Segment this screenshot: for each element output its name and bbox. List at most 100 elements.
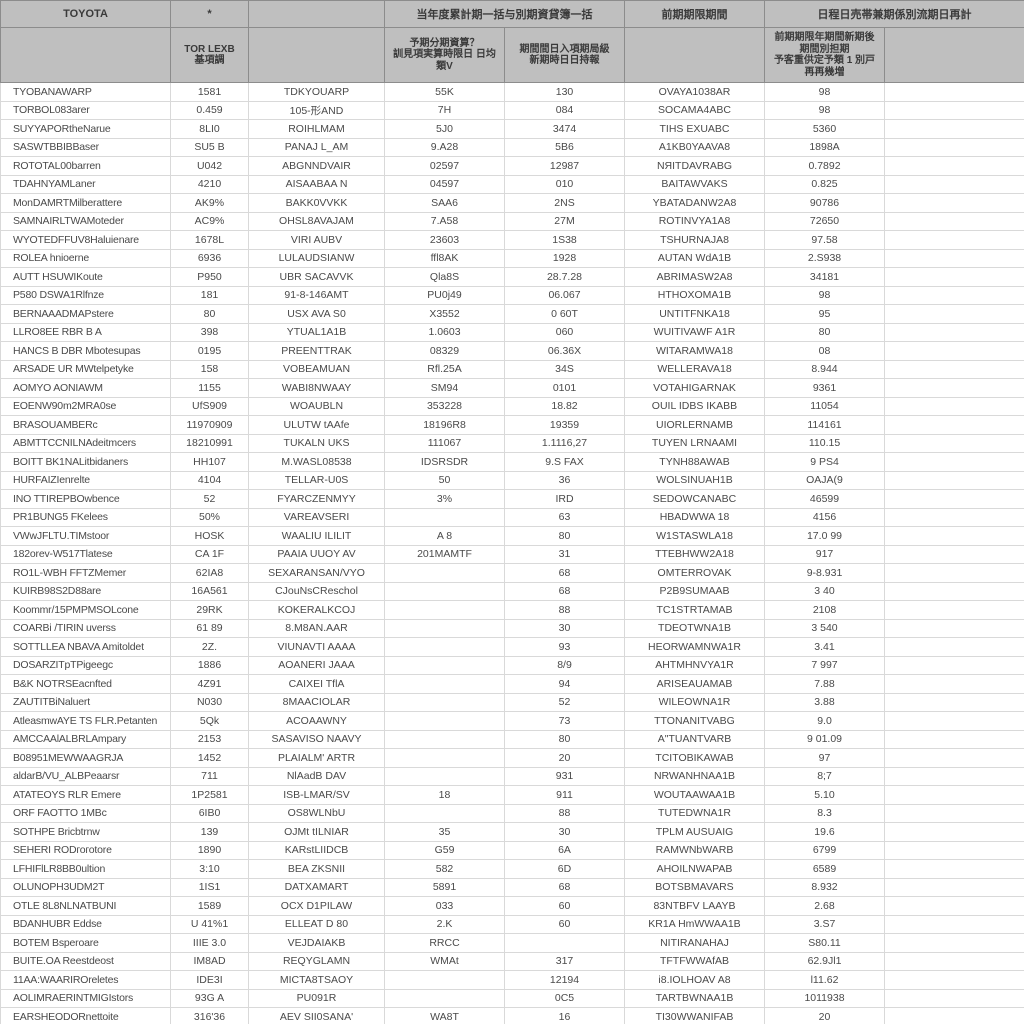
cell-v7: 72650 (765, 212, 885, 231)
cell-v4 (385, 971, 505, 990)
table-row: aldarB/VU_ALBPeaarsr711NlAadB DAV931NRWA… (1, 767, 1024, 786)
cell-v4: 353228 (385, 397, 505, 416)
cell-v4: 18 (385, 786, 505, 805)
cell-v6: VOTAHIGARNAK (625, 379, 765, 398)
cell-v4: 5J0 (385, 120, 505, 139)
cell-v4: 02597 (385, 157, 505, 176)
cell-name: AtleasmwAYE TS FLR.Petanten (1, 712, 171, 731)
cell-v2: 139 (171, 823, 249, 842)
cell-v7: 7.88 (765, 675, 885, 694)
cell-v5: 0101 (505, 379, 625, 398)
cell-name: ABMTTCCNILNAdeitmcers (1, 434, 171, 453)
hdr-group3: 日程日売帯兼期係別流期日再計 (765, 1, 1024, 28)
cell-v4: A 8 (385, 527, 505, 546)
cell-v6: A1KB0YAAVA8 (625, 138, 765, 157)
cell-name: BERNAAADMAPstere (1, 305, 171, 324)
cell-name: BUITE.OA Reestdeost (1, 952, 171, 971)
cell-v3: ABGNNDVAIR (249, 157, 385, 176)
cell-v2: 316'36 (171, 1008, 249, 1024)
cell-v4 (385, 730, 505, 749)
cell-v7: 110.15 (765, 434, 885, 453)
cell-v6: TTEBHWW2A18 (625, 545, 765, 564)
cell-v4: 582 (385, 860, 505, 879)
table-row: SASWTBBIBBaserSU5 BPANAJ L_AM9.A285B6A1K… (1, 138, 1024, 157)
cell-v8 (885, 434, 1024, 453)
hdr-star: * (171, 1, 249, 28)
cell-v2: 62IA8 (171, 564, 249, 583)
cell-name: SOTTLLEA NBAVA Amitoldet (1, 638, 171, 657)
cell-v3: ISB-LMAR/SV (249, 786, 385, 805)
cell-v6: WITARAMWA18 (625, 342, 765, 361)
cell-v6: NRWANHNAA1B (625, 767, 765, 786)
cell-v8 (885, 83, 1024, 102)
table-row: MonDAMRTMilberattereAK9%BAKK0VVKKSAA62NS… (1, 194, 1024, 213)
hdr-group1: 当年度累計期一括与別期資貸簿一括 (385, 1, 625, 28)
cell-v3: WAALIU ILILIT (249, 527, 385, 546)
cell-v6: WOLSINUAH1B (625, 471, 765, 490)
cell-v2: P950 (171, 268, 249, 287)
cell-v6: OUIL IDBS IKABB (625, 397, 765, 416)
cell-v8 (885, 823, 1024, 842)
cell-v5: 911 (505, 786, 625, 805)
cell-v3: TDKYOUARP (249, 83, 385, 102)
cell-v6: NЯITDAVRABG (625, 157, 765, 176)
cell-v8 (885, 582, 1024, 601)
cell-v4: ffl8AK (385, 249, 505, 268)
hdr-blank1 (249, 1, 385, 28)
cell-v6: W1STASWLA18 (625, 527, 765, 546)
cell-v6: TDEOTWNA1B (625, 619, 765, 638)
cell-v4: SAA6 (385, 194, 505, 213)
cell-v6: i8.IOLHOAV A8 (625, 971, 765, 990)
cell-name: BOITT BK1NALitbidaners (1, 453, 171, 472)
table-row: SOTHPE Bricbtrnw139OJMt tILNIAR3530TPLM … (1, 823, 1024, 842)
cell-v8 (885, 120, 1024, 139)
cell-v2: 398 (171, 323, 249, 342)
cell-v4 (385, 582, 505, 601)
sub-c5: 期間間日入項期局級 新期時日日持報 (505, 28, 625, 83)
cell-v6: AHTMHNVYA1R (625, 656, 765, 675)
cell-v8 (885, 749, 1024, 768)
cell-v7: 8.944 (765, 360, 885, 379)
sub-c4: 予期分期資算？ 訓見項実算時限日 日均類V (385, 28, 505, 83)
cell-v8 (885, 934, 1024, 953)
cell-v8 (885, 730, 1024, 749)
cell-v4: 55K (385, 83, 505, 102)
cell-v5: 16 (505, 1008, 625, 1024)
cell-v3: REQYGLAMN (249, 952, 385, 971)
cell-name: AOMYO AONIAWM (1, 379, 171, 398)
cell-v5: 317 (505, 952, 625, 971)
table-body: TYOBANAWARP1581TDKYOUARP55K130OVAYA1038A… (1, 83, 1024, 1024)
cell-v3: 91-8-146AMT (249, 286, 385, 305)
cell-v4: 033 (385, 897, 505, 916)
cell-v7: S80.11 (765, 934, 885, 953)
cell-v6: AHOILNWAPAB (625, 860, 765, 879)
cell-v2: U042 (171, 157, 249, 176)
cell-name: P580 DSWA1Rlfnze (1, 286, 171, 305)
cell-name: HURFAIZIenrelte (1, 471, 171, 490)
cell-v3: USX AVA S0 (249, 305, 385, 324)
cell-v3: KOKERALKCOJ (249, 601, 385, 620)
cell-v5: 31 (505, 545, 625, 564)
cell-v7: 98 (765, 83, 885, 102)
cell-v5: 30 (505, 619, 625, 638)
cell-v6: YBATADANW2A8 (625, 194, 765, 213)
cell-v7: 97 (765, 749, 885, 768)
cell-v2: 1155 (171, 379, 249, 398)
cell-v3: CJouNsCReschol (249, 582, 385, 601)
cell-v8 (885, 952, 1024, 971)
cell-v8 (885, 249, 1024, 268)
cell-v8 (885, 323, 1024, 342)
cell-name: LLRO8EE RBR B A (1, 323, 171, 342)
cell-v5: 130 (505, 83, 625, 102)
cell-v7: 8.3 (765, 804, 885, 823)
cell-v4: 111067 (385, 434, 505, 453)
cell-v4 (385, 693, 505, 712)
cell-v5: 12194 (505, 971, 625, 990)
cell-v6: AUTAN WdA1B (625, 249, 765, 268)
cell-v7: 1011938 (765, 989, 885, 1008)
cell-v5: 52 (505, 693, 625, 712)
cell-v2: 11970909 (171, 416, 249, 435)
cell-v8 (885, 231, 1024, 250)
table-row: LLRO8EE RBR B A398YTUAL1A1B1.0603060WUIT… (1, 323, 1024, 342)
cell-v3: VOBEAMUAN (249, 360, 385, 379)
